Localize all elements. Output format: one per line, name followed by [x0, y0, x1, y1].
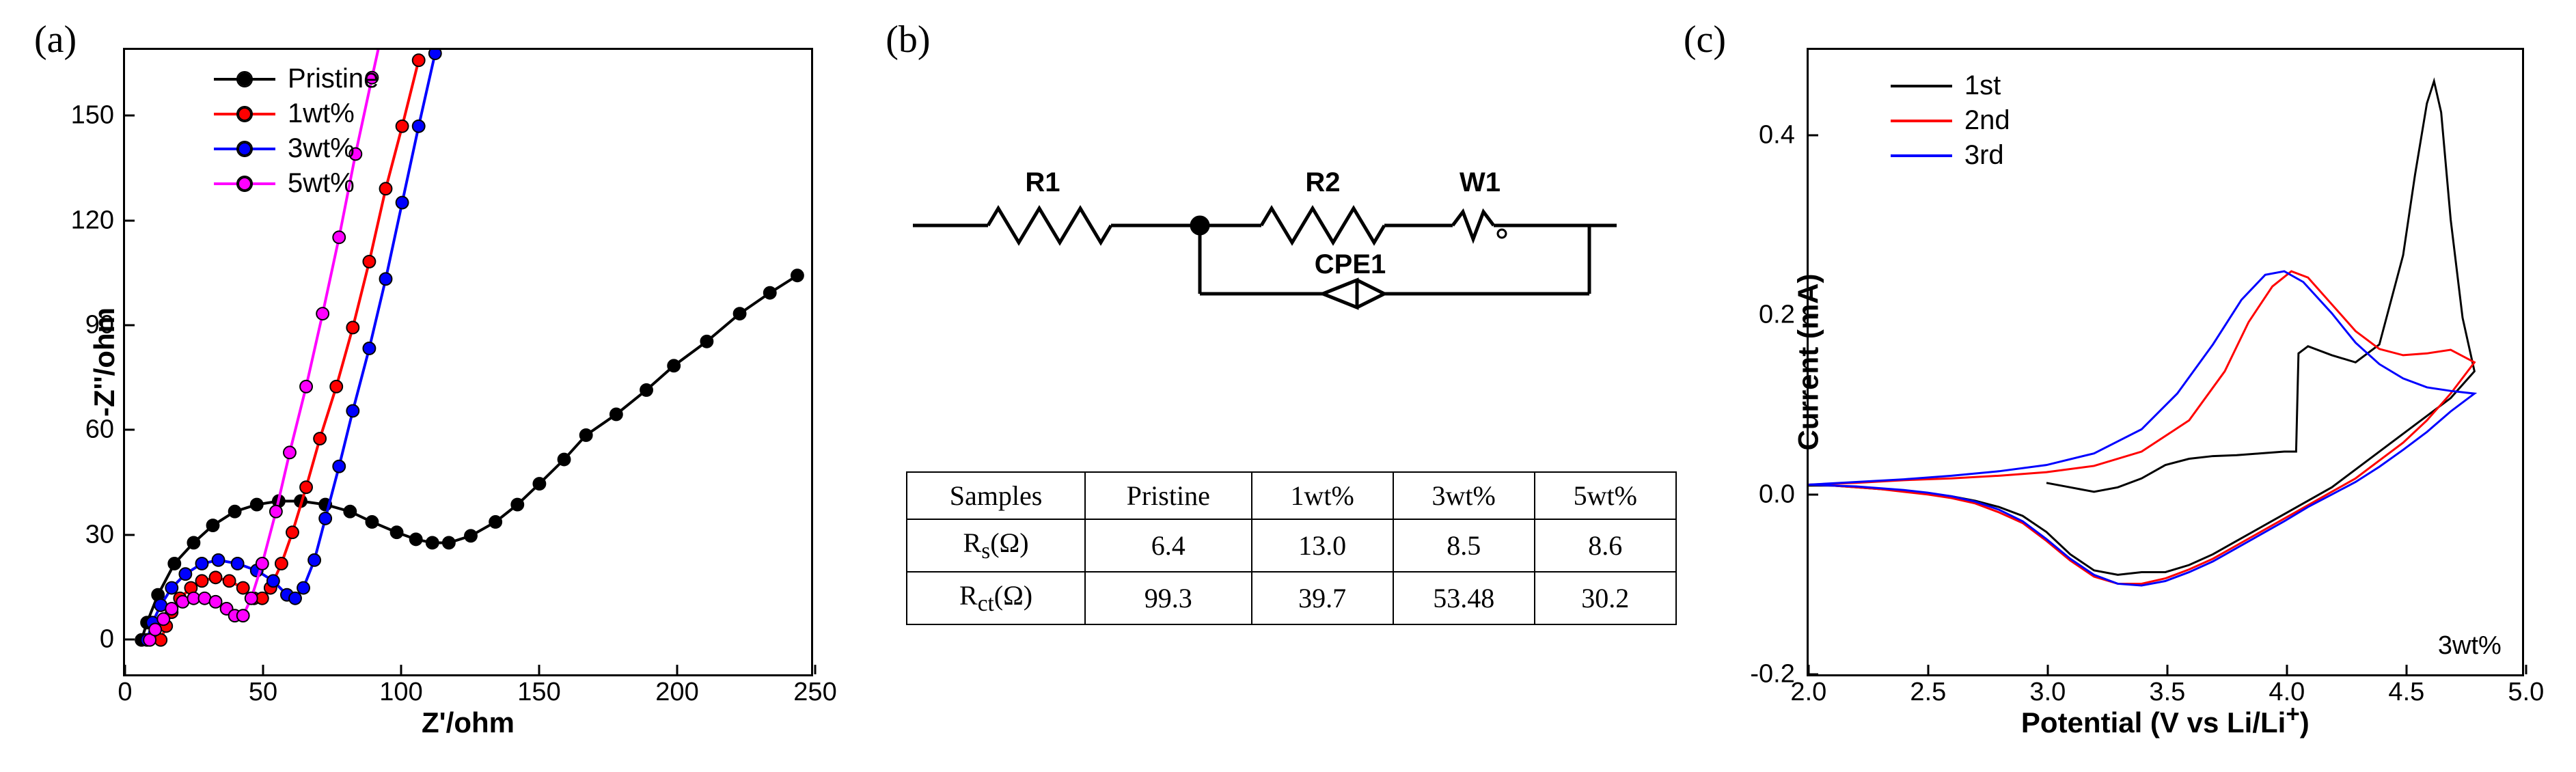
legend-text: 1wt% — [288, 98, 355, 129]
th-1wt: 1wt% — [1252, 472, 1393, 519]
resistance-table: Samples Pristine 1wt% 3wt% 5wt% Rs(Ω) 6.… — [906, 471, 1677, 625]
legend-swatch — [1891, 85, 1952, 87]
th-5wt: 5wt% — [1535, 472, 1676, 519]
legend-swatch — [214, 182, 275, 185]
legend-item: 3rd — [1891, 140, 2010, 171]
td: 13.0 — [1252, 519, 1393, 572]
axis-y-label-c: Current (mA) — [1792, 274, 1824, 451]
axis-x-label-a: Z'/ohm — [422, 706, 515, 739]
td-rs-label: Rs(Ω) — [907, 519, 1085, 572]
td-rct-label: Rct(Ω) — [907, 572, 1085, 624]
panel-a: (a) -Z''/ohm Z'/ohm 05010015020025003060… — [27, 14, 879, 758]
r2-label: R2 — [1306, 167, 1341, 197]
panel-b-label: (b) — [886, 18, 930, 61]
td: 8.6 — [1535, 519, 1676, 572]
panel-b: (b) — [879, 14, 1677, 758]
legend-item: 5wt% — [214, 168, 379, 199]
panel-a-label: (a) — [34, 18, 77, 61]
nyquist-chart: -Z''/ohm Z'/ohm 050100150200250030609012… — [123, 48, 813, 676]
legend-swatch — [214, 78, 275, 81]
panel-c: (c) Current (mA) Potential (V vs Li/Li+)… — [1677, 14, 2549, 758]
w1-label: W1 — [1460, 167, 1501, 197]
chart-c-legend: 1st 2nd 3rd — [1891, 70, 2010, 175]
legend-swatch — [1891, 154, 1952, 157]
legend-swatch — [1891, 120, 1952, 122]
table-row: Rct(Ω) 99.3 39.7 53.48 30.2 — [907, 572, 1676, 624]
legend-item: Pristine — [214, 64, 379, 94]
th-pristine: Pristine — [1085, 472, 1252, 519]
cpe1-label: CPE1 — [1315, 249, 1386, 279]
equivalent-circuit: R1 R2 W1 CPE1 — [906, 157, 1677, 335]
legend-item: 1st — [1891, 70, 2010, 101]
td: 53.48 — [1393, 572, 1535, 624]
legend-item: 1wt% — [214, 98, 379, 129]
th-3wt: 3wt% — [1393, 472, 1535, 519]
legend-item: 2nd — [1891, 105, 2010, 136]
panel-c-label: (c) — [1684, 18, 1726, 61]
td: 39.7 — [1252, 572, 1393, 624]
legend-text: 3rd — [1964, 140, 2004, 171]
cv-chart: Current (mA) Potential (V vs Li/Li+) 2.0… — [1807, 48, 2524, 676]
td: 30.2 — [1535, 572, 1676, 624]
td: 8.5 — [1393, 519, 1535, 572]
th-samples: Samples — [907, 472, 1085, 519]
legend-text: Pristine — [288, 64, 379, 94]
td: 99.3 — [1085, 572, 1252, 624]
table-header-row: Samples Pristine 1wt% 3wt% 5wt% — [907, 472, 1676, 519]
legend-text: 2nd — [1964, 105, 2010, 136]
td: 6.4 — [1085, 519, 1252, 572]
circuit-svg: R1 R2 W1 CPE1 — [906, 157, 1623, 335]
legend-swatch — [214, 113, 275, 115]
chart-c-note: 3wt% — [2438, 631, 2502, 661]
table-row: Rs(Ω) 6.4 13.0 8.5 8.6 — [907, 519, 1676, 572]
chart-a-legend: Pristine 1wt% 3wt% 5wt% — [214, 64, 379, 203]
legend-item: 3wt% — [214, 133, 379, 164]
r1-label: R1 — [1026, 167, 1060, 197]
legend-text: 3wt% — [288, 133, 355, 164]
legend-text: 5wt% — [288, 168, 355, 199]
legend-swatch — [214, 148, 275, 150]
legend-text: 1st — [1964, 70, 2001, 101]
